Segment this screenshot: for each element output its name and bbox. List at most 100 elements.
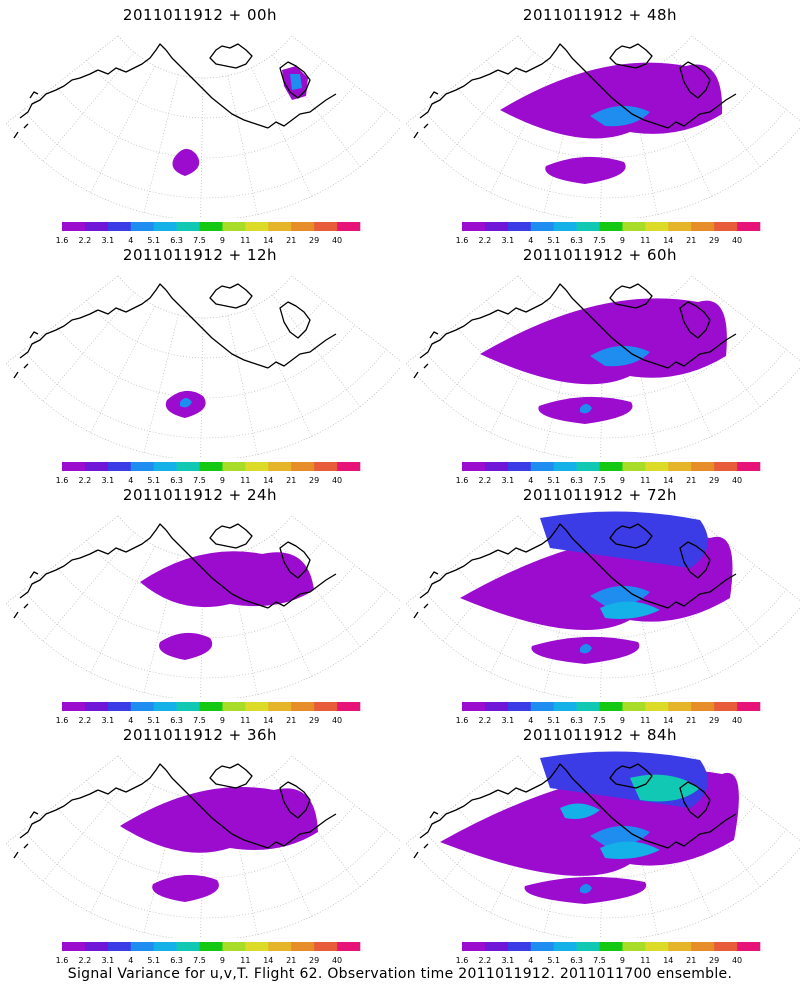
forecast-panel: 2011011912 + 72h 1.6 2.2 3.1 4 5.1 6.3 7.5 9 11 14… — [400, 480, 800, 725]
coastline — [667, 573, 737, 609]
colorbar-swatch — [484, 222, 509, 231]
colorbar-swatch — [553, 462, 577, 471]
colorbar-swatch — [222, 942, 246, 951]
latitude-gridline — [55, 564, 355, 639]
colorbar-swatch — [107, 702, 132, 711]
variance-contour — [120, 786, 318, 853]
coastline — [413, 331, 439, 379]
coastline — [609, 43, 653, 69]
coastline — [497, 763, 567, 795]
colorbar-swatch — [107, 222, 132, 231]
coastline — [209, 523, 253, 549]
colorbar-swatch — [599, 702, 623, 711]
colorbar-label: 4 — [128, 236, 133, 245]
map-plot — [405, 751, 800, 938]
colorbar-swatch — [107, 462, 132, 471]
variance-contour — [590, 105, 650, 127]
colorbar-label: 40 — [732, 476, 742, 485]
colorbar: 1.6 2.2 3.1 4 5.1 6.3 7.5 9 11 14 21 29 40 — [456, 702, 761, 725]
map-plot — [5, 515, 400, 698]
meridian-gridline — [143, 74, 179, 213]
colorbar-label: 14 — [263, 956, 273, 965]
colorbar-label: 21 — [286, 956, 296, 965]
colorbar-swatch — [268, 702, 292, 711]
colorbar-label: 3.1 — [101, 236, 114, 245]
coastline — [419, 69, 499, 119]
colorbar-label: 1.6 — [456, 956, 469, 965]
colorbar-swatch — [291, 222, 315, 231]
variance-field — [120, 786, 318, 902]
colorbar-label: 4 — [528, 956, 533, 965]
colorbar-swatch — [553, 942, 577, 951]
colorbar-swatch — [62, 222, 86, 231]
forecast-panel: 2011011912 + 24h 1.6 2.2 3.1 4 5.1 6.3 7.5 9 11 14… — [0, 480, 400, 725]
coastline — [419, 309, 499, 359]
forecast-panel: 2011011912 + 00h 1.6 2.2 3.1 4 5.1 6.3 7.5 9 11 14… — [0, 0, 400, 245]
colorbar-swatch — [245, 462, 269, 471]
map-plot — [5, 755, 400, 938]
colorbar-swatch — [714, 462, 738, 471]
coastline — [565, 49, 669, 129]
coastline — [13, 811, 39, 859]
colorbar-label: 2.2 — [479, 956, 492, 965]
colorbar-swatch — [153, 462, 177, 471]
forecast-panel: 2011011912 + 12h 1.6 2.2 3.1 4 5.1 6.3 7.5 9 11 14… — [0, 240, 400, 485]
colorbar-label: 40 — [732, 236, 742, 245]
panel-title: 2011011912 + 48h — [522, 6, 678, 24]
meridian-gridline — [143, 314, 179, 453]
coastline — [609, 523, 653, 549]
colorbar-label: 1.6 — [456, 716, 469, 725]
colorbar-swatch — [314, 702, 338, 711]
colorbar-swatch — [462, 702, 486, 711]
colorbar-label: 5.1 — [147, 476, 160, 485]
colorbar-label: 21 — [686, 716, 696, 725]
colorbar-label: 21 — [286, 236, 296, 245]
coastline — [165, 529, 269, 609]
colorbar-label: 1.6 — [56, 956, 69, 965]
colorbar-label: 29 — [709, 236, 719, 245]
colorbar-swatch — [153, 942, 177, 951]
colorbar-label: 9 — [220, 716, 225, 725]
coastline — [97, 763, 167, 795]
coastline — [267, 333, 337, 369]
colorbar-swatch — [176, 942, 200, 951]
variance-contour — [590, 825, 650, 847]
colorbar-label: 14 — [663, 956, 673, 965]
colorbar-swatch — [291, 942, 315, 951]
colorbar-swatch — [737, 942, 761, 951]
colorbar-label: 5.1 — [547, 476, 560, 485]
variance-contour — [580, 644, 592, 654]
colorbar-swatch — [84, 222, 109, 231]
colorbar-swatch — [84, 462, 109, 471]
colorbar-swatch — [599, 222, 623, 231]
meridian-gridline — [42, 292, 135, 402]
colorbar-swatch — [737, 222, 761, 231]
forecast-panel: 2011011912 + 84h 1.6 2.2 3.1 4 5.1 6.3 7.5 9 11 14… — [400, 720, 800, 965]
colorbar-swatch — [668, 462, 692, 471]
colorbar-label: 6.3 — [570, 716, 583, 725]
coastline — [667, 93, 737, 129]
colorbar-label: 2.2 — [479, 236, 492, 245]
panel-title: 2011011912 + 12h — [122, 246, 278, 264]
colorbar-swatch — [337, 942, 361, 951]
colorbar-label: 3.1 — [501, 476, 514, 485]
colorbar-label: 7.5 — [193, 476, 206, 485]
colorbar-swatch — [645, 462, 669, 471]
colorbar-swatch — [462, 222, 486, 231]
colorbar-label: 40 — [732, 956, 742, 965]
colorbar-label: 40 — [332, 236, 342, 245]
coastline — [609, 283, 653, 309]
colorbar-label: 6.3 — [170, 716, 183, 725]
colorbar-label: 40 — [332, 476, 342, 485]
colorbar-label: 7.5 — [593, 476, 606, 485]
latitude-gridline — [23, 349, 387, 439]
colorbar-swatch — [268, 462, 292, 471]
coastline — [97, 283, 167, 315]
colorbar-label: 7.5 — [193, 716, 206, 725]
colorbar: 1.6 2.2 3.1 4 5.1 6.3 7.5 9 11 14 21 29 40 — [56, 702, 361, 725]
colorbar-swatch — [314, 462, 338, 471]
variance-contour — [545, 156, 626, 184]
colorbar-swatch — [268, 942, 292, 951]
coastline — [565, 289, 669, 369]
coastline — [209, 763, 253, 789]
